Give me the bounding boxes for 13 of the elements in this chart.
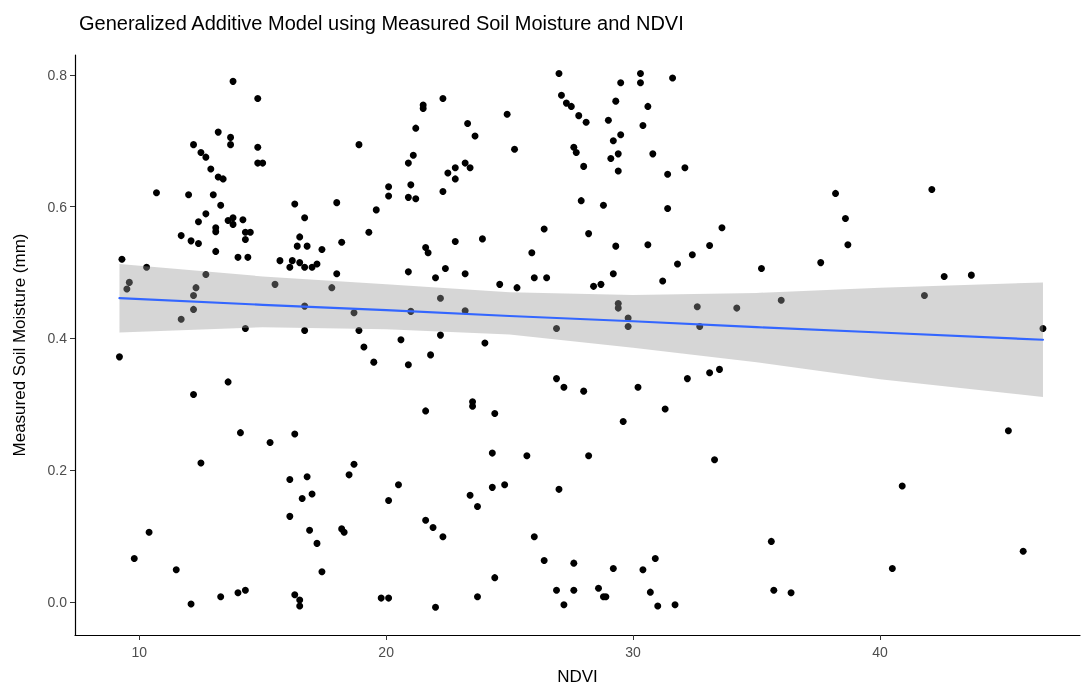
y-tick-label: 0.6 xyxy=(47,198,68,215)
y-tick-label: 0.8 xyxy=(47,66,68,83)
x-tick-label: 10 xyxy=(131,644,148,660)
x-tick-label: 30 xyxy=(625,644,642,660)
x-axis-title: NDVI xyxy=(557,667,598,686)
line-series xyxy=(118,297,1045,341)
chart-title: Generalized Additive Model using Measured Soil Moisture and NDVI xyxy=(79,12,684,34)
x-tick-label: 40 xyxy=(872,644,888,660)
y-tick-label: 0.2 xyxy=(47,462,68,479)
y-axis-title: Measured Soil Moisture (mm) xyxy=(10,233,29,457)
x-tick-label: 20 xyxy=(378,644,395,660)
y-tick-label: 0.0 xyxy=(47,594,68,611)
y-tick-label: 0.4 xyxy=(47,330,68,347)
